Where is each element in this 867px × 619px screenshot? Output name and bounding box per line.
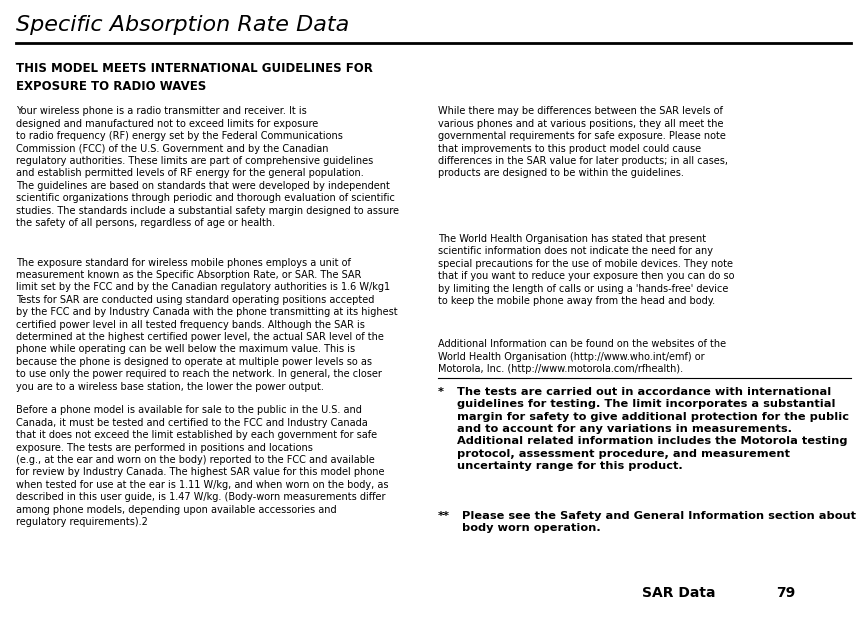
Text: The tests are carried out in accordance with international
guidelines for testin: The tests are carried out in accordance … bbox=[457, 387, 849, 471]
Text: Please see the Safety and General Information section about
body worn operation.: Please see the Safety and General Inform… bbox=[462, 511, 856, 533]
Text: 79: 79 bbox=[776, 586, 795, 600]
Text: **: ** bbox=[438, 511, 450, 521]
Text: The World Health Organisation has stated that present
scientific information doe: The World Health Organisation has stated… bbox=[438, 234, 734, 306]
Text: Your wireless phone is a radio transmitter and receiver. It is
designed and manu: Your wireless phone is a radio transmitt… bbox=[16, 106, 399, 228]
Text: While there may be differences between the SAR levels of
various phones and at v: While there may be differences between t… bbox=[438, 106, 727, 178]
Text: Before a phone model is available for sale to the public in the U.S. and
Canada,: Before a phone model is available for sa… bbox=[16, 405, 388, 527]
Text: THIS MODEL MEETS INTERNATIONAL GUIDELINES FOR
EXPOSURE TO RADIO WAVES: THIS MODEL MEETS INTERNATIONAL GUIDELINE… bbox=[16, 62, 373, 93]
Text: Specific Absorption Rate Data: Specific Absorption Rate Data bbox=[16, 15, 349, 35]
Text: *: * bbox=[438, 387, 444, 397]
Text: The exposure standard for wireless mobile phones employs a unit of
measurement k: The exposure standard for wireless mobil… bbox=[16, 258, 397, 391]
Text: SAR Data: SAR Data bbox=[642, 586, 715, 600]
Text: Additional Information can be found on the websites of the
World Health Organisa: Additional Information can be found on t… bbox=[438, 339, 726, 374]
